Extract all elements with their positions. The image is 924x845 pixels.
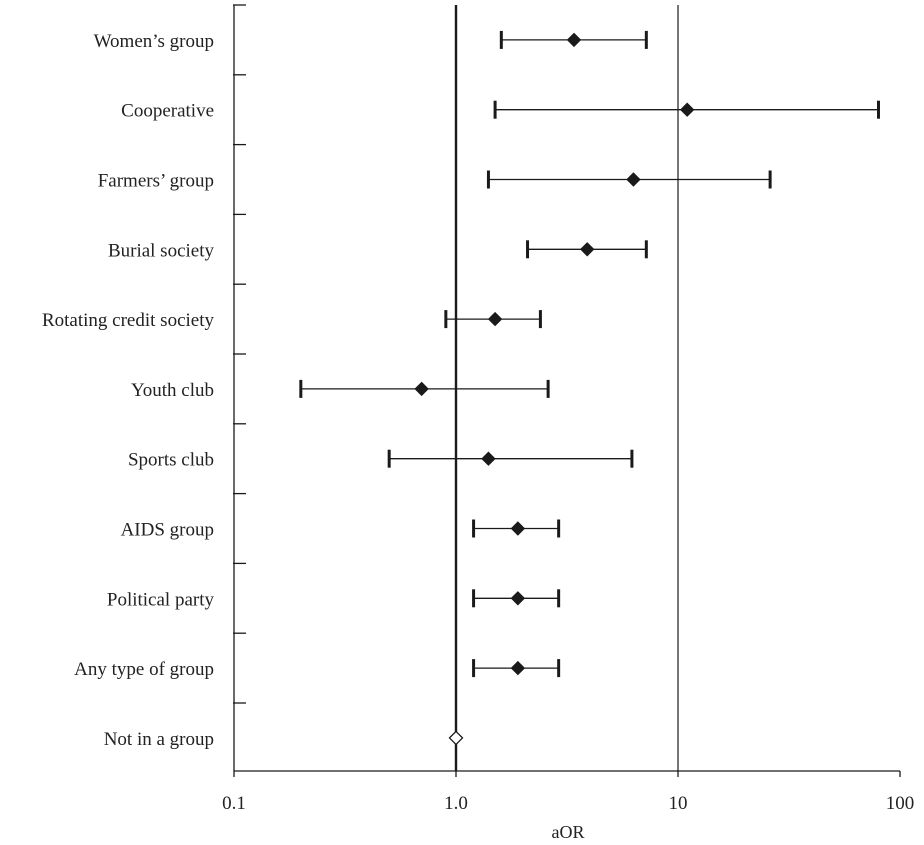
point-estimate-marker	[626, 172, 641, 187]
point-estimate-marker	[481, 451, 496, 466]
point-estimate-marker	[566, 32, 582, 48]
category-label: Burial society	[108, 240, 215, 261]
reference-point-marker	[448, 730, 464, 746]
point-estimate-marker	[510, 660, 526, 676]
category-label: Women’s group	[94, 31, 214, 52]
labels-layer: Women’s group Cooperative Farmers’ group Bu…	[42, 31, 215, 750]
x-tick-label: 10	[669, 793, 688, 814]
category-label: Farmers’ group	[98, 171, 214, 192]
x-tick-label: 100	[886, 793, 915, 814]
axis-layer: 0.1 1.0 10 100	[222, 4, 915, 814]
category-label: Youth club	[131, 380, 214, 401]
point-estimate-marker	[414, 381, 429, 397]
category-label: Sports club	[128, 450, 214, 471]
point-estimate-marker	[679, 102, 695, 117]
category-label: Not in a group	[104, 729, 214, 750]
point-estimate-marker	[510, 521, 526, 536]
point-estimate-marker	[580, 242, 595, 257]
rows-layer	[299, 30, 880, 746]
x-axis-title: aOR	[552, 822, 585, 842]
category-label: Any type of group	[74, 659, 214, 680]
category-label: Rotating credit society	[42, 310, 215, 331]
category-label: AIDS group	[121, 520, 214, 541]
x-tick-label: 0.1	[222, 793, 246, 814]
x-tick-label: 1.0	[444, 793, 468, 814]
category-label: Cooperative	[121, 101, 214, 122]
point-estimate-marker	[487, 311, 503, 327]
gridline-layer	[454, 5, 679, 771]
point-estimate-marker	[510, 591, 526, 606]
category-label: Political party	[107, 589, 215, 610]
